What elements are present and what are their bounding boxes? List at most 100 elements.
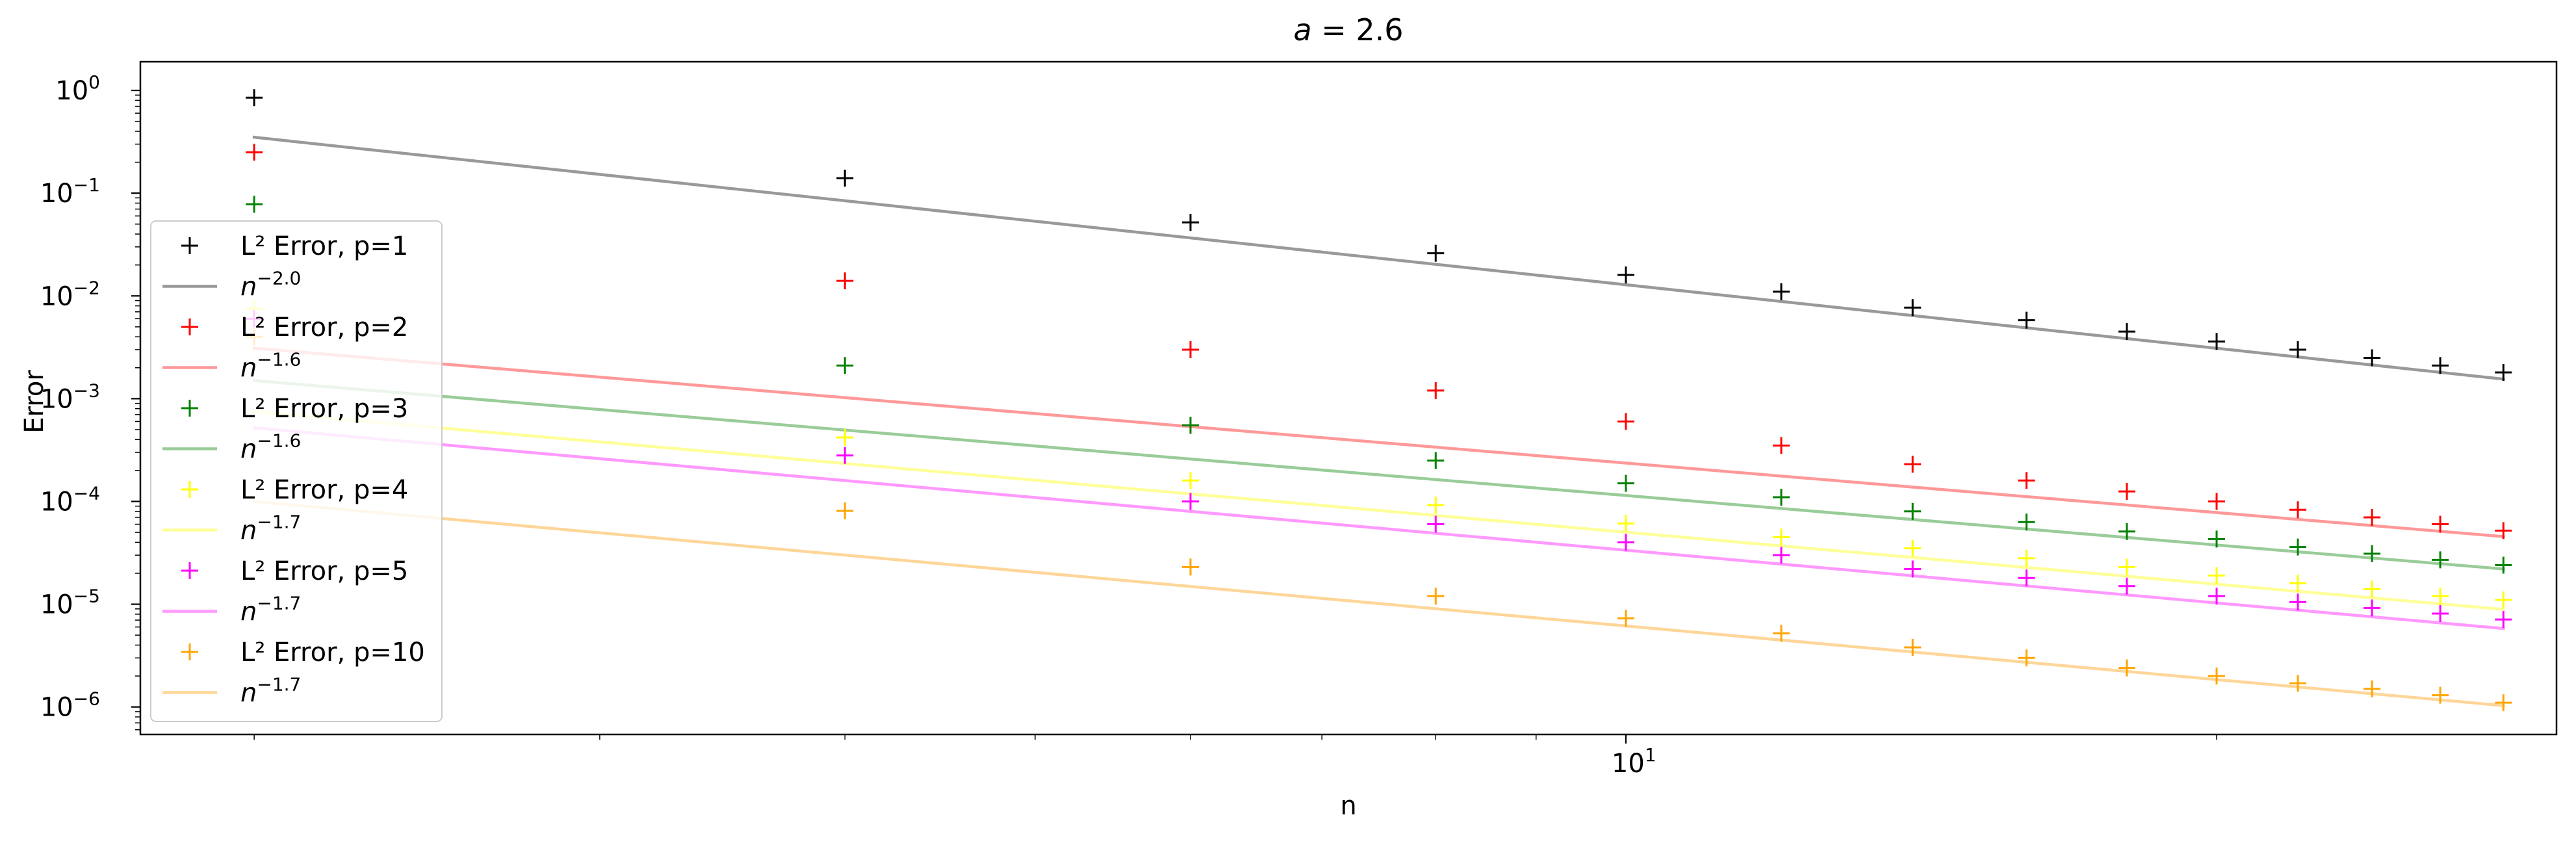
legend-entry-fit-6: n−1.7 xyxy=(162,674,301,708)
data-point xyxy=(836,428,854,446)
data-point xyxy=(2118,577,2135,595)
data-point xyxy=(1181,341,1199,358)
data-point xyxy=(2289,501,2306,519)
data-point xyxy=(2289,575,2306,592)
data-point xyxy=(2495,522,2512,539)
data-point xyxy=(2363,508,2381,526)
data-point xyxy=(2363,580,2381,598)
y-tick-label: 100 xyxy=(55,71,100,106)
data-point xyxy=(1617,266,1634,284)
legend-entries: L² Error, p=1 n−2.0 L² Error, p=2 n−1.6 L² E… xyxy=(162,231,425,708)
legend-label: n−1.7 xyxy=(240,512,301,546)
data-point xyxy=(2208,530,2225,548)
legend-label: L² Error, p=1 xyxy=(240,231,408,261)
data-point xyxy=(2432,551,2449,569)
data-point xyxy=(2363,349,2381,367)
legend-marker xyxy=(181,400,198,417)
legend-entry-fit-4: n−1.7 xyxy=(162,512,301,546)
legend-label: n−1.7 xyxy=(240,674,301,708)
data-point xyxy=(2363,545,2381,562)
legend-label: L² Error, p=2 xyxy=(240,313,408,343)
data-point xyxy=(246,144,263,161)
legend-marker xyxy=(181,562,198,579)
y-tick-label: 10−3 xyxy=(40,380,100,414)
data-point xyxy=(1904,539,1922,557)
data-point xyxy=(836,272,854,290)
axis-ticks: 100 10−1 10−2 10−3 10−4 10−5 10−6 101 xyxy=(40,71,2217,779)
chart-title: a = 2.6 xyxy=(1293,12,1403,47)
legend-label: L² Error, p=5 xyxy=(240,556,408,586)
legend-entry-fit-1: n−2.0 xyxy=(162,268,301,302)
legend-label: n−1.7 xyxy=(240,593,301,627)
chart-title-variable: a xyxy=(1293,12,1311,47)
data-point xyxy=(1427,452,1445,469)
data-point xyxy=(1181,558,1199,576)
data-point xyxy=(2495,591,2512,609)
data-point xyxy=(1773,547,1790,564)
data-point xyxy=(1617,610,1634,627)
legend-entry-series-1: L² Error, p=1 xyxy=(181,231,408,261)
data-point xyxy=(836,447,854,464)
legend-marker xyxy=(181,643,198,660)
data-point xyxy=(2018,472,2035,489)
x-axis-label: n xyxy=(1340,791,1356,821)
fit-line-2 xyxy=(252,346,2505,538)
data-point xyxy=(2432,605,2449,623)
data-point xyxy=(2018,649,2035,667)
data-point xyxy=(2363,599,2381,617)
data-point xyxy=(2018,513,2035,531)
data-point xyxy=(2432,515,2449,533)
data-point xyxy=(2208,333,2225,350)
data-point xyxy=(1181,493,1199,510)
data-point xyxy=(2495,694,2512,712)
data-point xyxy=(1427,382,1445,399)
legend-entry-series-2: L² Error, p=2 xyxy=(181,313,408,343)
data-point xyxy=(1617,534,1634,551)
data-point xyxy=(1181,417,1199,434)
plot-area xyxy=(246,89,2512,712)
legend-entry-fit-3: n−1.6 xyxy=(162,430,301,465)
y-tick-label: 10−4 xyxy=(40,482,100,517)
data-point xyxy=(2208,588,2225,605)
fit-line-3 xyxy=(252,379,2505,571)
data-point xyxy=(1773,528,1790,546)
legend-label: n−1.6 xyxy=(240,430,301,465)
data-point xyxy=(2118,483,2135,500)
legend-label: L² Error, p=3 xyxy=(240,394,408,424)
data-point xyxy=(246,196,263,213)
data-point xyxy=(2208,567,2225,584)
data-point xyxy=(2208,668,2225,685)
y-tick-label: 10−1 xyxy=(40,174,100,209)
data-point xyxy=(1427,497,1445,514)
data-point xyxy=(2432,686,2449,704)
data-point xyxy=(1773,283,1790,300)
legend-entry-series-4: L² Error, p=4 xyxy=(181,475,408,505)
data-point xyxy=(2289,593,2306,611)
legend-entry-series-6: L² Error, p=10 xyxy=(181,638,425,668)
data-point xyxy=(1617,515,1634,532)
data-point xyxy=(1617,474,1634,492)
data-point xyxy=(2432,588,2449,605)
data-point xyxy=(1904,639,1922,656)
legend-marker xyxy=(181,481,198,498)
fit-line-1 xyxy=(252,135,2505,381)
chart-title-value: = 2.6 xyxy=(1312,12,1404,47)
legend-entry-series-5: L² Error, p=5 xyxy=(181,556,408,586)
series-2 xyxy=(246,144,2512,539)
data-point xyxy=(1773,437,1790,454)
data-point xyxy=(2495,556,2512,574)
data-point xyxy=(2289,538,2306,556)
data-point xyxy=(1181,472,1199,489)
legend-entry-fit-5: n−1.7 xyxy=(162,593,301,627)
legend-entry-series-3: L² Error, p=3 xyxy=(181,394,408,424)
series-1 xyxy=(246,89,2512,382)
legend-entry-fit-2: n−1.6 xyxy=(162,349,301,383)
data-point xyxy=(1904,502,1922,520)
data-point xyxy=(2495,611,2512,629)
data-point xyxy=(1181,214,1199,231)
series-6 xyxy=(246,328,2512,712)
data-point xyxy=(836,357,854,374)
data-point xyxy=(2118,558,2135,576)
data-point xyxy=(2495,364,2512,382)
